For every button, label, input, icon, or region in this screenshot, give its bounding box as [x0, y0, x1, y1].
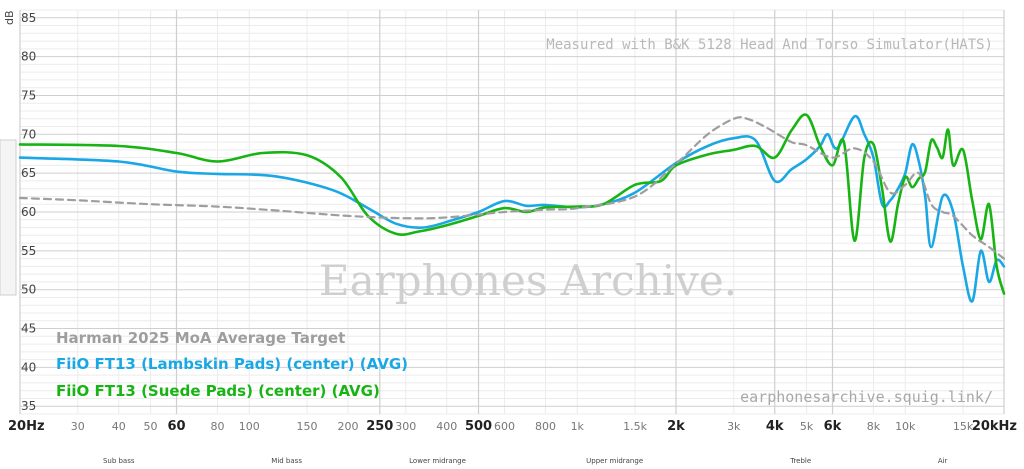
- measurement-note: Measured with B&K 5128 Head And Torso Si…: [546, 37, 993, 53]
- watermark: Earphones Archive.: [319, 256, 737, 305]
- x-tick-label: 60: [167, 419, 185, 434]
- legend-suede[interactable]: FiiO FT13 (Suede Pads) (center) (AVG): [56, 382, 380, 400]
- x-tick-label: 400: [436, 420, 457, 433]
- x-tick-label: 250: [366, 419, 393, 434]
- x-tick-label: 80: [210, 420, 224, 433]
- band-label: Sub bass: [103, 457, 135, 465]
- y-tick-label: 70: [21, 127, 36, 141]
- scale-handle[interactable]: [0, 139, 17, 296]
- x-tick-label: 4k: [766, 419, 784, 434]
- x-tick-label: 1.5k: [623, 420, 647, 433]
- y-tick-label: 75: [21, 88, 36, 102]
- band-label: Upper midrange: [586, 457, 643, 465]
- x-tick-label: 600: [494, 420, 515, 433]
- x-tick-label: 6k: [824, 419, 842, 434]
- x-tick-label: 8k: [867, 420, 881, 433]
- band-label: Treble: [789, 457, 811, 465]
- x-tick-label: 20Hz: [8, 419, 45, 434]
- x-axis-ticks: 20Hz 30 40 50 60 80 100 150 200 250 300 400 500 600 80…: [8, 419, 1017, 434]
- legend-target[interactable]: Harman 2025 MoA Average Target: [56, 329, 345, 347]
- lambskin-curve: [18, 114, 1006, 303]
- x-tick-label: 40: [112, 420, 126, 433]
- y-tick-label: 85: [21, 11, 36, 25]
- site-url: earphonesarchive.squig.link/: [740, 388, 993, 406]
- y-tick-label: 35: [21, 399, 36, 413]
- x-tick-label: 150: [297, 420, 318, 433]
- x-tick-label: 100: [239, 420, 260, 433]
- x-tick-label: 3k: [727, 420, 741, 433]
- y-tick-label: 45: [21, 322, 36, 336]
- y-tick-label: 55: [21, 244, 36, 258]
- legend-lambskin[interactable]: FiiO FT13 (Lambskin Pads) (center) (AVG): [56, 355, 408, 373]
- x-tick-label: 10k: [895, 420, 916, 433]
- x-tick-label: 300: [395, 420, 416, 433]
- target-curve: [18, 116, 1006, 260]
- x-tick-label: 200: [338, 420, 359, 433]
- x-tick-label: 15k: [953, 420, 974, 433]
- suede-curve: [18, 113, 1006, 295]
- x-tick-label: 5k: [800, 420, 814, 433]
- x-tick-label: 20kHz: [972, 419, 1017, 434]
- curves: [18, 113, 1006, 303]
- y-axis-ticks: 35 40 45 50 55 60 65 70 75 80 85: [21, 11, 36, 413]
- x-tick-label: 500: [465, 419, 492, 434]
- x-tick-label: 50: [144, 420, 158, 433]
- x-tick-label: 2k: [667, 419, 685, 434]
- x-tick-label: 30: [71, 420, 85, 433]
- band-label: Air: [938, 457, 948, 465]
- grid-minor: [20, 9, 1004, 415]
- x-tick-label: 800: [535, 420, 556, 433]
- band-label: Lower midrange: [409, 457, 466, 465]
- y-tick-label: 50: [21, 283, 36, 297]
- frequency-bands: Sub bass Mid bass Lower midrange Upper midr…: [103, 457, 948, 465]
- x-tick-label: 1k: [571, 420, 585, 433]
- y-axis-unit: dB: [3, 10, 16, 25]
- y-tick-label: 65: [21, 166, 36, 180]
- y-tick-label: 80: [21, 50, 36, 64]
- legend: Harman 2025 MoA Average Target FiiO FT13…: [56, 329, 408, 400]
- band-label: Mid bass: [271, 457, 302, 465]
- y-tick-label: 60: [21, 205, 36, 219]
- y-tick-label: 40: [21, 360, 36, 374]
